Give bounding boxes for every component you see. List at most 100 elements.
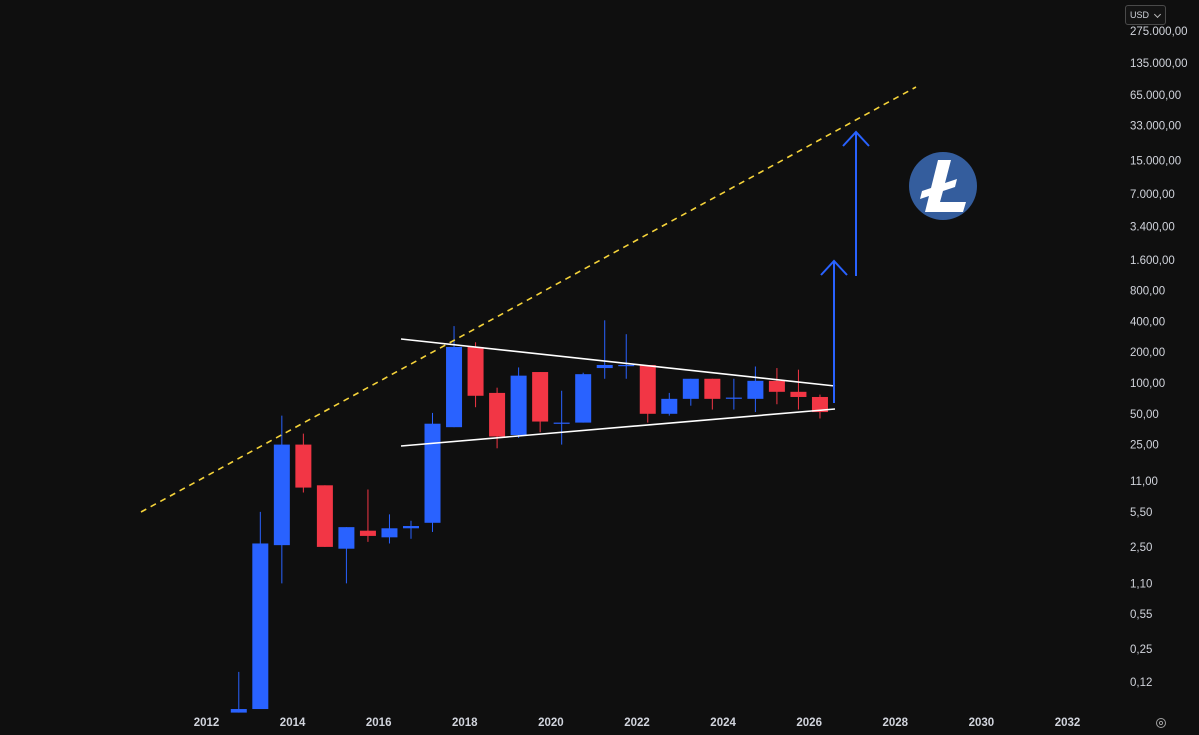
candle-body (381, 528, 398, 538)
candle (725, 378, 742, 410)
price-tick-label: 1,10 (1130, 578, 1152, 590)
candle-body (596, 364, 613, 369)
candle (596, 320, 613, 379)
time-tick-label: 2030 (969, 717, 995, 729)
triangle-lower-line[interactable] (400, 408, 836, 447)
candle (273, 415, 290, 584)
time-axis[interactable]: 2012 2014 2016 2018 2020 2022 2024 2026 2028 2030… (194, 717, 1081, 729)
price-tick-label: 1.600,00 (1130, 255, 1175, 267)
price-tick-label: 100,00 (1130, 378, 1165, 390)
time-tick-label: 2012 (194, 717, 220, 729)
time-tick-label: 2026 (796, 717, 822, 729)
currency-select[interactable]: USD (1125, 5, 1166, 25)
chevron-down-icon (1153, 10, 1162, 19)
candle-body (768, 380, 785, 392)
time-tick-label: 2020 (538, 717, 564, 729)
candle (446, 326, 463, 428)
candle-body (424, 423, 441, 523)
candle-body (618, 364, 635, 367)
litecoin-logo-icon (909, 152, 977, 220)
price-axis[interactable]: 275.000,00 135.000,00 65.000,00 33.000,00 15… (1130, 26, 1188, 689)
candle (338, 527, 355, 584)
candle (489, 387, 506, 449)
time-tick-label: 2032 (1055, 717, 1081, 729)
price-tick-label: 0,25 (1130, 644, 1152, 656)
candle (661, 392, 678, 416)
candle-body (402, 526, 419, 529)
candle-body (510, 375, 527, 436)
dashed-trend-line[interactable] (140, 86, 917, 513)
price-tick-label: 15.000,00 (1130, 155, 1181, 167)
candle-body (316, 485, 333, 547)
candle-body (532, 372, 549, 422)
price-tick-label: 3.400,00 (1130, 221, 1175, 233)
arrow-target-2[interactable] (842, 130, 870, 276)
time-tick-label: 2018 (452, 717, 478, 729)
candle (467, 342, 484, 408)
time-tick-label: 2014 (280, 717, 306, 729)
candle (359, 489, 376, 542)
gear-icon[interactable] (1154, 716, 1168, 730)
price-tick-label: 65.000,00 (1130, 90, 1181, 102)
price-tick-label: 135.000,00 (1130, 58, 1188, 70)
price-tick-label: 800,00 (1130, 286, 1165, 298)
candle-body (273, 444, 290, 546)
price-tick-label: 2,50 (1130, 542, 1152, 554)
price-tick-label: 275.000,00 (1130, 26, 1188, 38)
candle (553, 390, 570, 445)
candle-body (682, 378, 699, 399)
candle (790, 369, 807, 410)
time-tick-label: 2016 (366, 717, 392, 729)
candle-body (553, 422, 570, 424)
candle-body (295, 444, 312, 488)
candle-body (639, 364, 656, 414)
candle-body (790, 391, 807, 397)
price-tick-label: 200,00 (1130, 347, 1165, 359)
price-tick-label: 400,00 (1130, 316, 1165, 328)
candle-body (661, 398, 678, 414)
time-tick-label: 2024 (710, 717, 736, 729)
price-tick-label: 11,00 (1130, 476, 1158, 488)
time-tick-label: 2022 (624, 717, 650, 729)
time-tick-label: 2028 (883, 717, 909, 729)
price-tick-label: 25,00 (1130, 440, 1159, 452)
candle-body (704, 378, 721, 399)
candle-body (489, 392, 506, 437)
price-tick-label: 0,55 (1130, 609, 1152, 621)
candle (682, 378, 699, 406)
candle (575, 372, 592, 423)
candle (316, 485, 333, 547)
price-tick-label: 50,00 (1130, 409, 1159, 421)
candle (230, 671, 247, 713)
currency-value: USD (1130, 10, 1150, 20)
candle (510, 367, 527, 438)
candle (811, 394, 828, 419)
candle (768, 368, 785, 405)
candle-body (446, 346, 463, 428)
candles-layer (230, 320, 828, 713)
triangle-upper-line[interactable] (400, 338, 836, 387)
candle-body (725, 397, 742, 399)
candle (252, 511, 269, 710)
price-tick-label: 0,12 (1130, 677, 1152, 689)
candle-body (230, 709, 247, 713)
candle (747, 366, 764, 413)
candle (295, 433, 312, 493)
candle-body (467, 346, 484, 396)
price-tick-label: 5,50 (1130, 507, 1152, 519)
candle-body (338, 527, 355, 549)
candle (639, 364, 656, 423)
price-tick-label: 33.000,00 (1130, 120, 1181, 132)
candle-body (575, 374, 592, 423)
candle (424, 412, 441, 532)
candle-body (811, 396, 828, 413)
candle (618, 334, 635, 379)
candle-body (359, 530, 376, 536)
candle (704, 378, 721, 410)
arrow-target-1[interactable] (820, 259, 848, 403)
drawings-layer (140, 86, 917, 513)
candle (402, 520, 419, 539)
candle (532, 372, 549, 433)
candle-body (252, 543, 269, 710)
